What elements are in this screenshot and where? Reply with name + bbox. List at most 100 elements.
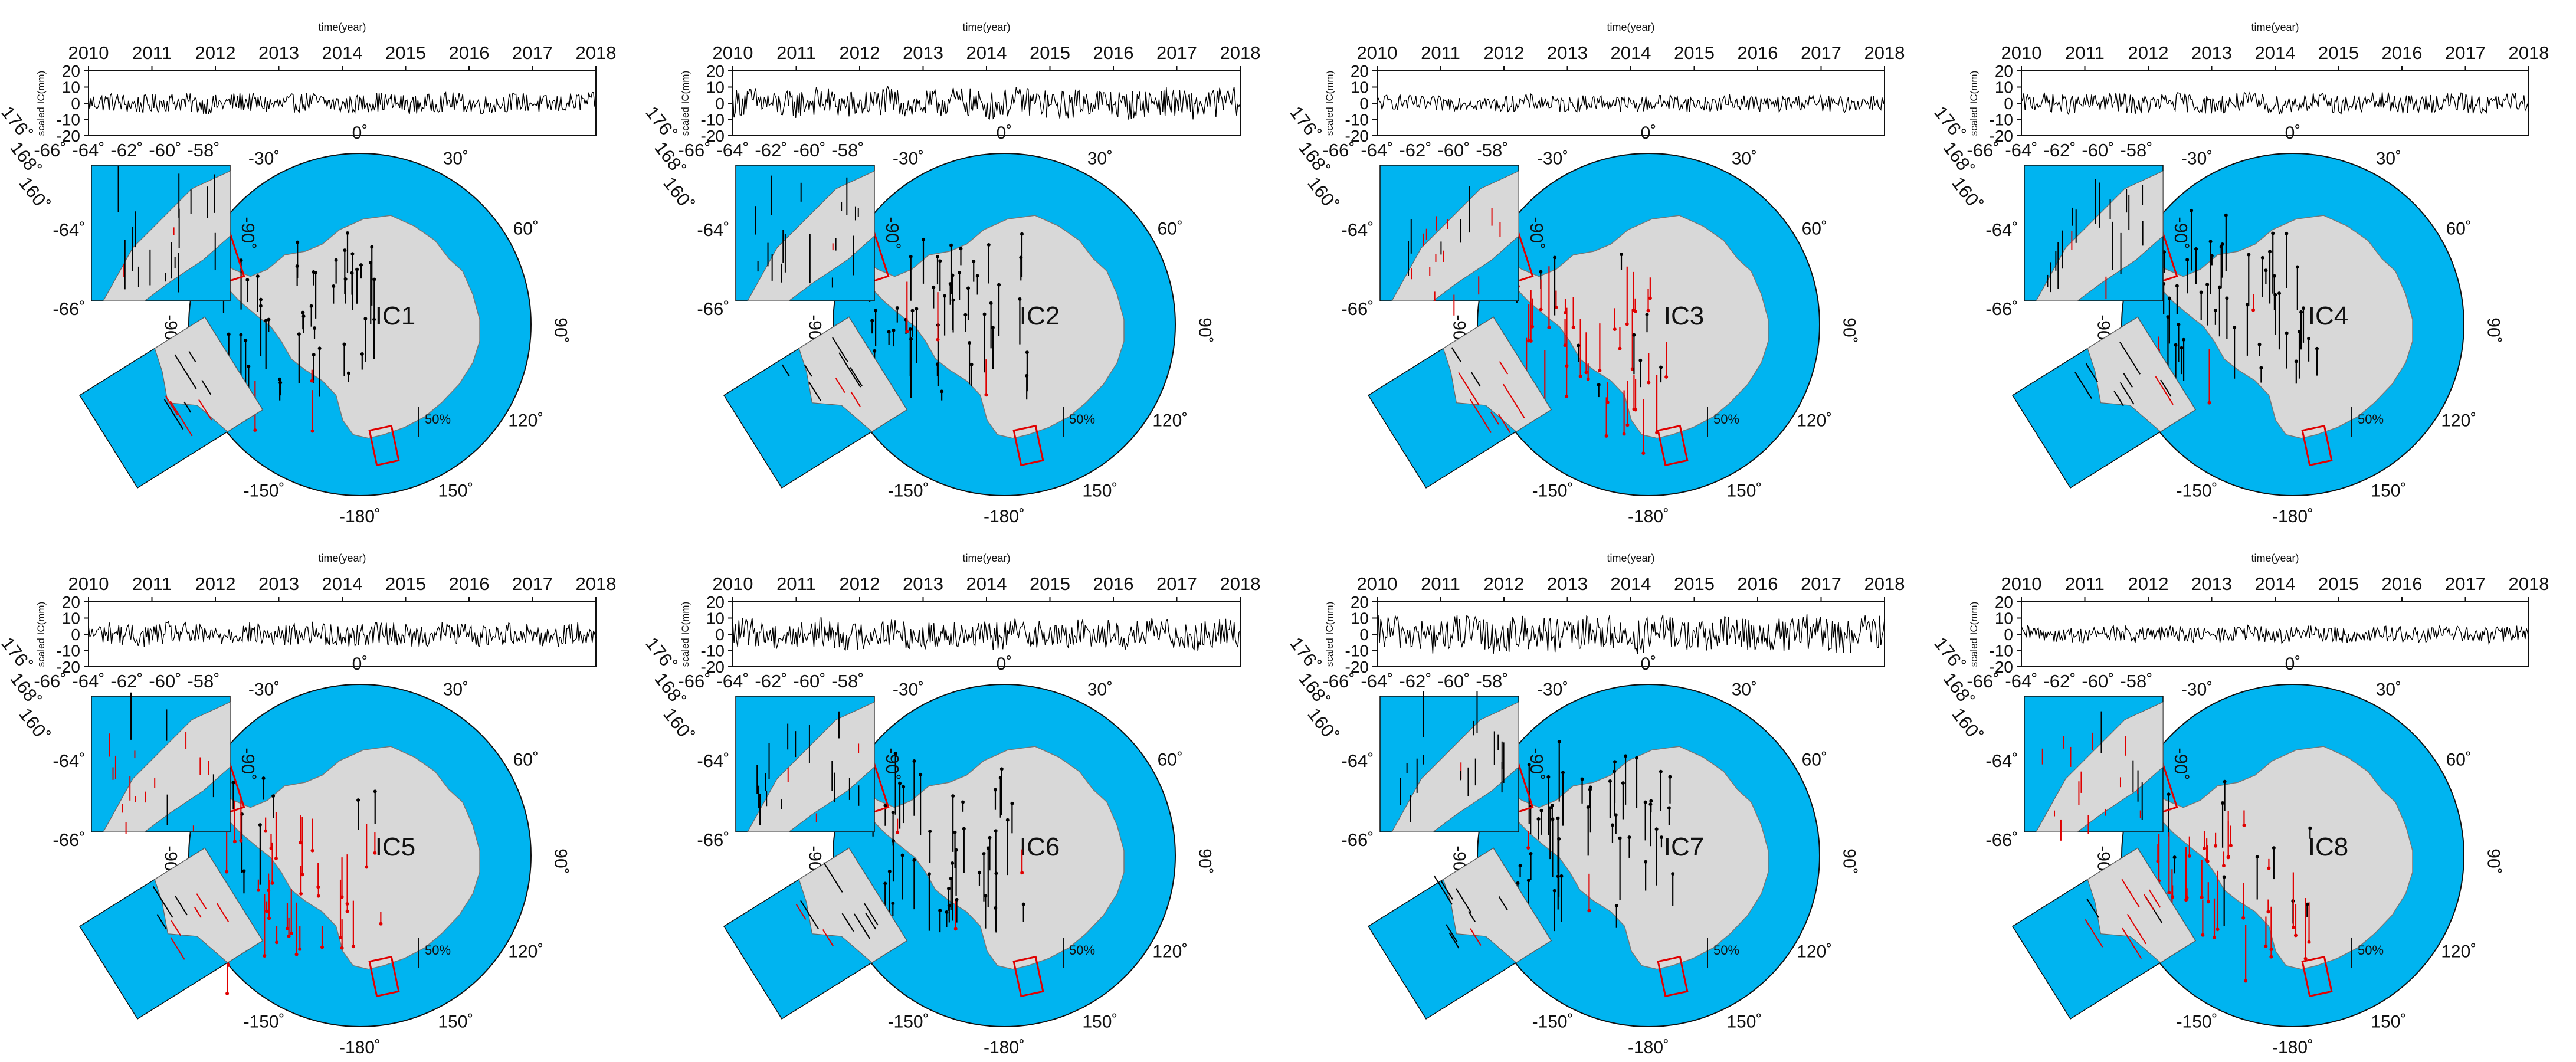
year-tick-label: 2014 xyxy=(2255,573,2296,594)
polar-lon-label: 60˚ xyxy=(513,219,539,239)
vector-head xyxy=(2213,309,2217,313)
peninsula-lon-tick: -66˚ xyxy=(1967,671,1999,691)
negative-vector xyxy=(822,929,834,946)
polar-lon-label: 0˚ xyxy=(997,654,1012,674)
vector-head xyxy=(1536,817,1541,821)
vector-head xyxy=(1020,871,1024,875)
ross-lon-tick: 160˚ xyxy=(1303,173,1342,214)
polar-lon-label: -30˚ xyxy=(2181,680,2213,700)
scale-label: 50% xyxy=(1713,412,1739,427)
polar-lon-label: -180˚ xyxy=(2272,1038,2313,1057)
y-tick-label: 20 xyxy=(1995,62,2013,80)
y-tick-label: 0 xyxy=(1359,625,1369,644)
polar-lon-label: 90˚ xyxy=(2484,317,2503,343)
vector-head xyxy=(1025,373,1029,378)
vector-head xyxy=(1548,806,1552,810)
negative-vector xyxy=(165,395,178,415)
vector-head xyxy=(1577,343,1581,348)
vector-head xyxy=(2272,274,2276,278)
vector-head xyxy=(297,332,301,336)
year-tick-label: 2013 xyxy=(1547,573,1588,594)
vector-head xyxy=(946,886,951,890)
ross-lon-tick: 176˚ xyxy=(0,633,36,674)
peninsula-lon-tick: -66˚ xyxy=(1322,671,1355,691)
vector-head xyxy=(258,297,263,301)
year-tick-label: 2017 xyxy=(512,573,553,594)
vector-head xyxy=(270,881,274,885)
vector-head xyxy=(2307,336,2311,340)
peninsula-lon-tick: -58˚ xyxy=(2120,140,2152,160)
vector-head xyxy=(927,872,931,876)
ic-label: IC6 xyxy=(1020,832,1060,861)
peninsula-lon-tick: -58˚ xyxy=(187,671,219,691)
vector-head xyxy=(928,830,932,834)
positive-vector xyxy=(201,379,212,395)
polar-lon-label: 30˚ xyxy=(1732,680,1757,700)
polar-lon-label: 150˚ xyxy=(2371,481,2406,500)
vector-head xyxy=(1529,851,1533,856)
peninsula-lon-tick: -60˚ xyxy=(2082,140,2114,160)
ross-box xyxy=(2301,424,2333,467)
year-tick-label: 2015 xyxy=(385,42,426,63)
vector-head xyxy=(2226,854,2230,858)
peninsula-lon-tick: -66˚ xyxy=(34,140,66,160)
y-tick-label: 0 xyxy=(1359,94,1369,113)
vector-head xyxy=(351,945,355,949)
y-axis-title: scaled IC(mm) xyxy=(35,71,47,136)
year-tick-label: 2016 xyxy=(1093,573,1134,594)
vector-head xyxy=(2273,293,2277,297)
vector-head xyxy=(1627,835,1631,840)
vector-head xyxy=(2203,846,2207,850)
year-tick-label: 2014 xyxy=(1611,42,1651,63)
vector-head xyxy=(982,851,986,856)
vector-head xyxy=(962,827,966,831)
vector-head xyxy=(2222,875,2226,879)
positive-vector xyxy=(781,364,790,377)
year-tick-label: 2010 xyxy=(68,573,109,594)
vector-head xyxy=(1635,756,1639,760)
polar-lon-label: -30˚ xyxy=(893,680,924,700)
ic-timeseries-line xyxy=(88,621,597,647)
peninsula-lon-tick: -64˚ xyxy=(2005,140,2037,160)
peninsula-lon-tick: -64˚ xyxy=(1361,140,1393,160)
vector-head xyxy=(1620,253,1624,257)
negative-vector xyxy=(216,903,230,922)
vector-head xyxy=(870,319,874,323)
polar-lon-label: 60˚ xyxy=(1158,219,1183,239)
vector-head xyxy=(2268,250,2272,254)
vector-head xyxy=(2305,902,2309,906)
polar-lon-label: -30˚ xyxy=(1537,149,1568,169)
year-tick-label: 2017 xyxy=(512,42,553,63)
negative-vector xyxy=(2122,927,2142,959)
vector-head xyxy=(350,252,355,256)
vector-head xyxy=(239,333,243,337)
vector-head xyxy=(346,231,350,235)
polar-lon-label: -180˚ xyxy=(2272,507,2313,526)
negative-vector xyxy=(198,399,212,421)
peninsula-lon-tick: -64˚ xyxy=(1361,671,1393,691)
positive-vector xyxy=(808,382,821,401)
vector-head xyxy=(1598,369,1602,373)
y-tick-label: -20 xyxy=(1990,127,2013,145)
polar-lon-label: -180˚ xyxy=(339,1038,381,1057)
y-tick-label: -20 xyxy=(701,127,725,145)
panel-ic6: time(year) scaled IC(mm) 2010 2011 2012 2013 2… xyxy=(641,552,1260,1057)
vector-head xyxy=(912,858,916,862)
vector-head xyxy=(1546,775,1551,779)
polar-lon-label: 120˚ xyxy=(2441,942,2476,961)
vector-head xyxy=(1518,864,1522,868)
vector-head xyxy=(2299,310,2303,314)
vector-head xyxy=(265,909,269,913)
y-tick-label: 10 xyxy=(1995,78,2013,97)
polar-lon-label: 90˚ xyxy=(2484,848,2503,874)
y-tick-label: 10 xyxy=(62,609,80,628)
ross-lon-tick: 176˚ xyxy=(641,102,680,143)
peninsula-lat-tick: -64˚ xyxy=(1341,750,1374,771)
year-tick-label: 2015 xyxy=(2318,42,2359,63)
time-axis-title: time(year) xyxy=(962,552,1010,564)
vector-head xyxy=(1526,846,1530,850)
peninsula-land xyxy=(746,702,875,832)
positive-vector xyxy=(174,895,188,916)
vector-head xyxy=(312,353,316,357)
positive-vector xyxy=(850,367,863,387)
